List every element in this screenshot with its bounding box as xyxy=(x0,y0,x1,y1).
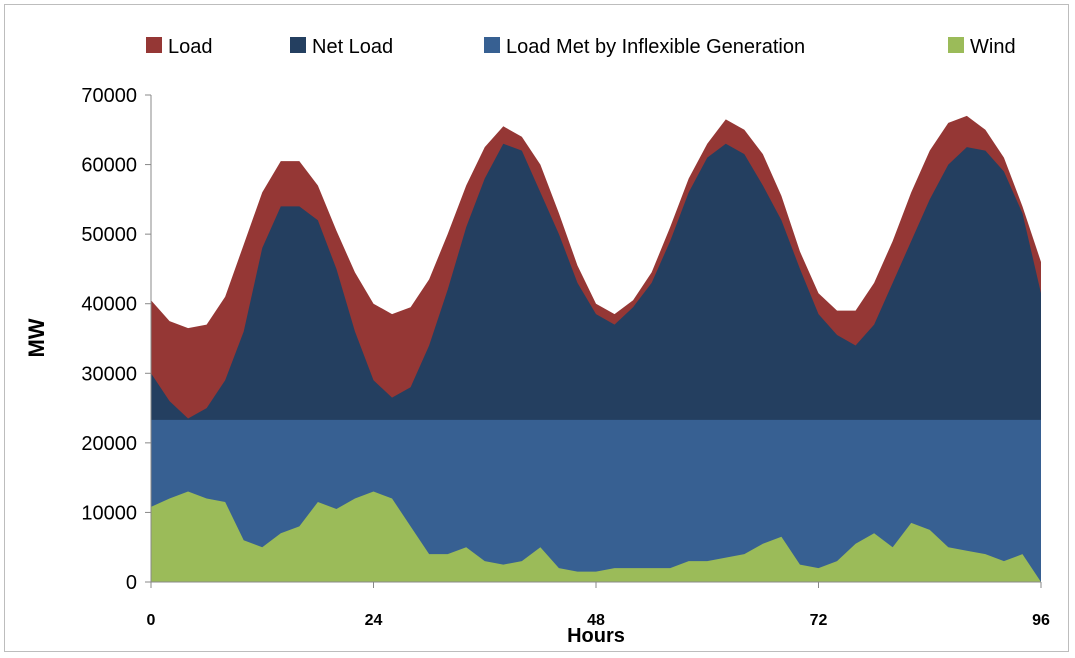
legend-label: Wind xyxy=(970,36,1016,58)
plot-areas xyxy=(151,115,1041,582)
x-tick-label: 24 xyxy=(365,612,383,629)
y-ticks: 0 10000 20000 30000 40000 50000 60000 70000 xyxy=(81,85,151,594)
y-tick-label: 30000 xyxy=(81,363,137,385)
y-tick-label: 0 xyxy=(126,572,137,594)
chart-frame xyxy=(4,4,1069,652)
x-tick-label: 48 xyxy=(587,612,605,629)
x-ticks: 0 24 48 72 96 xyxy=(147,582,1050,629)
y-tick-label: 10000 xyxy=(81,502,137,524)
legend-label: Load Met by Inflexible Generation xyxy=(506,36,805,58)
y-axis-label: MW xyxy=(24,318,49,357)
legend-swatch xyxy=(290,37,306,53)
x-axis-label: Hours xyxy=(567,625,625,647)
y-tick-label: 50000 xyxy=(81,224,137,246)
x-tick-label: 96 xyxy=(1032,612,1050,629)
y-tick-label: 40000 xyxy=(81,294,137,316)
legend-swatch xyxy=(484,37,500,53)
x-tick-label: 72 xyxy=(810,612,828,629)
y-tick-label: 20000 xyxy=(81,433,137,455)
legend-label: Load xyxy=(168,36,213,58)
y-tick-label: 70000 xyxy=(81,85,137,107)
area-series-3 xyxy=(151,491,1041,582)
legend: Load Net Load Load Met by Inflexible Gener… xyxy=(146,36,1016,58)
legend-swatch xyxy=(948,37,964,53)
legend-label: Net Load xyxy=(312,36,393,58)
x-tick-label: 0 xyxy=(147,612,156,629)
y-tick-label: 60000 xyxy=(81,155,137,177)
legend-swatch xyxy=(146,37,162,53)
